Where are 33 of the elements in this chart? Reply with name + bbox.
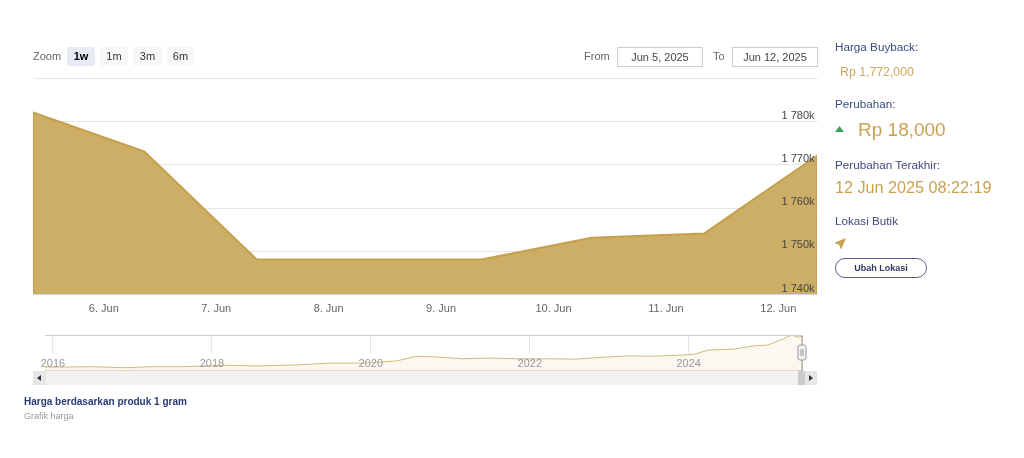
y-tick-label: 1 770k — [781, 151, 815, 164]
date-field: Jun 12, 2025 — [732, 46, 818, 67]
y-tick-label: 1 750k — [781, 238, 815, 251]
text: Rp 18,000 — [858, 118, 946, 142]
x-tick-label: 9. Jun — [426, 301, 457, 314]
button: 1w — [67, 47, 95, 66]
text: Perubahan Terakhir: — [835, 157, 941, 173]
text: Rp 1,772,000 — [840, 64, 914, 81]
x-tick-label: 8. Jun — [313, 301, 344, 314]
x-tick-label: 11. Jun — [648, 301, 684, 314]
x-tick-label: 2016 — [40, 356, 66, 369]
x-tick-label: 6. Jun — [88, 301, 119, 314]
text: Zoom — [33, 48, 62, 64]
text: 12 Jun 2025 08:22:19 — [835, 177, 992, 198]
button: 6m — [167, 47, 194, 66]
button: 3m — [133, 47, 162, 66]
text: Harga Buyback: — [835, 39, 919, 55]
x-tick-label: 7. Jun — [201, 301, 232, 314]
text: From — [584, 48, 610, 64]
text: Lokasi Butik — [835, 213, 899, 229]
x-tick-label: 2024 — [676, 356, 701, 369]
text: Perubahan: — [835, 96, 896, 112]
x-tick-label: 2022 — [517, 356, 543, 369]
y-tick-label: 1 740k — [781, 281, 815, 294]
text: Grafik harga — [24, 410, 74, 422]
y-tick-label: 1 760k — [781, 195, 815, 208]
date-field: Jun 5, 2025 — [617, 46, 703, 67]
button: 1m — [100, 47, 128, 66]
y-tick-label: 1 780k — [781, 108, 815, 121]
x-tick-label: 10. Jun — [535, 301, 572, 314]
x-tick-label: 12. Jun — [760, 301, 797, 314]
text: Harga berdasarkan produk 1 gram — [24, 395, 187, 409]
text: To — [713, 48, 725, 64]
